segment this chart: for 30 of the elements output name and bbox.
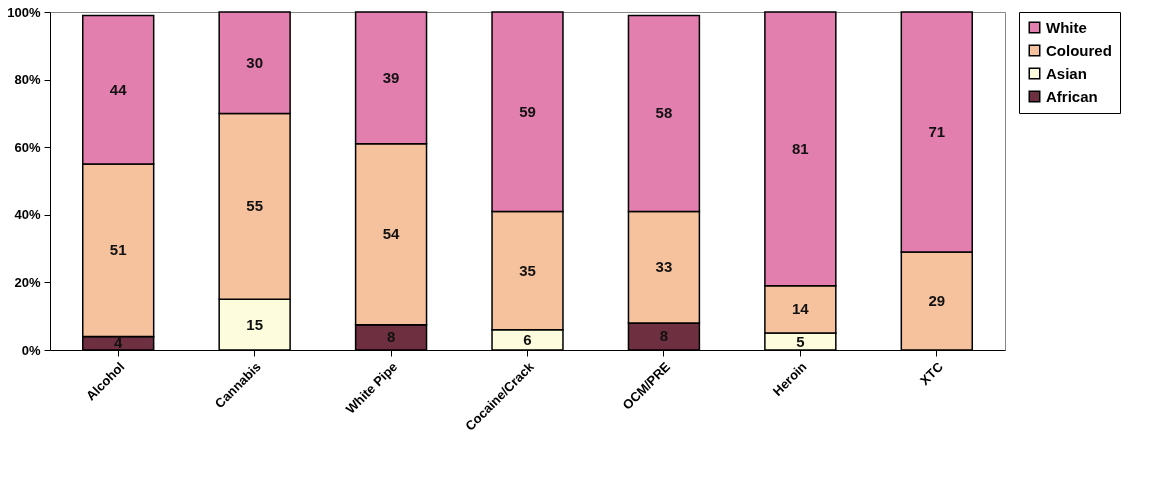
data-label: 44 (109, 80, 128, 98)
data-label: 51 (109, 241, 127, 259)
data-label: 39 (382, 68, 400, 86)
data-label: 29 (928, 291, 946, 309)
data-label: 15 (246, 315, 263, 333)
y-tick-label: 100% (7, 4, 41, 20)
data-label: 5 (796, 332, 805, 350)
data-label: 6 (523, 330, 532, 348)
data-label: 4 (114, 334, 124, 352)
data-label: 8 (386, 328, 396, 346)
data-label: 14 (792, 300, 810, 318)
y-tick-label: 40% (14, 207, 41, 223)
data-label: 59 (519, 102, 536, 120)
legend-label: African (1046, 87, 1098, 105)
legend-label: White (1046, 18, 1087, 36)
y-tick-label: 60% (14, 139, 41, 155)
data-label: 8 (659, 327, 669, 345)
data-label: 58 (655, 104, 673, 122)
legend-label: Coloured (1046, 41, 1112, 59)
data-label: 81 (792, 139, 809, 157)
data-label: 35 (519, 261, 536, 279)
data-label: 55 (246, 197, 263, 215)
legend-label: Asian (1046, 64, 1087, 82)
data-label: 54 (382, 225, 401, 243)
y-tick-label: 80% (14, 72, 41, 88)
y-tick-label: 20% (14, 274, 41, 290)
data-label: 30 (246, 53, 263, 71)
y-tick-label: 0% (21, 342, 41, 358)
data-label: 71 (928, 122, 946, 140)
data-label: 33 (655, 258, 673, 276)
